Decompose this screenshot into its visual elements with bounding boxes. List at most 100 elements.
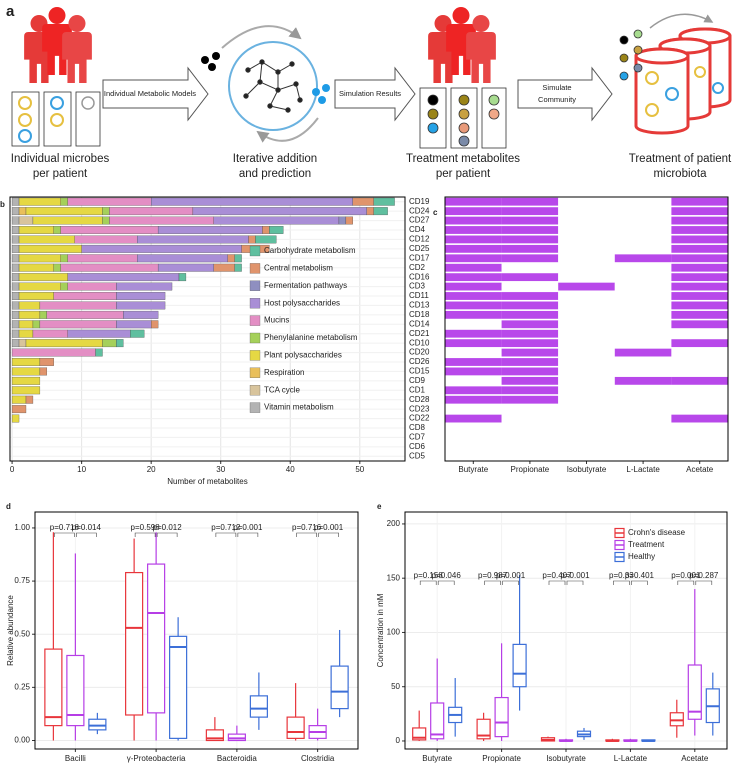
p-value: p=0.407 — [542, 571, 572, 580]
bar-segment — [102, 216, 110, 225]
heatmap-cell — [671, 329, 728, 338]
heatmap-cell — [501, 386, 559, 395]
heatmap-cell — [614, 395, 672, 404]
bar-segment — [74, 235, 138, 244]
legend-key — [249, 298, 261, 309]
comparison-bracket — [215, 532, 237, 537]
bar-segment — [39, 301, 117, 310]
y-tick-label: 0.00 — [14, 736, 30, 745]
heatmap-cell — [445, 452, 502, 461]
heatmap-cell — [614, 367, 672, 376]
row-label: CD23 — [409, 404, 430, 413]
x-tick-label: Bacteroidia — [217, 754, 258, 763]
panel-label: a — [6, 3, 15, 20]
p-value: p=0.401 — [625, 571, 655, 580]
heatmap-cell — [671, 433, 728, 442]
bar-segment — [102, 339, 117, 348]
x-tick-label: Propionate — [482, 754, 521, 763]
bar-segment — [18, 235, 75, 244]
plot-frame — [404, 511, 728, 750]
heatmap-cell — [445, 235, 502, 244]
p-value: p=0.712 — [211, 523, 241, 532]
bar-segment — [18, 207, 27, 216]
plot-frame — [444, 196, 729, 462]
box — [125, 571, 144, 716]
heatmap-cell — [671, 452, 728, 461]
box — [286, 716, 305, 739]
heatmap-cell — [445, 273, 502, 282]
bar-segment — [60, 282, 68, 291]
box — [430, 702, 445, 740]
heatmap-cell — [501, 358, 559, 366]
arrow-label: Individual Metabolic Models — [104, 89, 196, 98]
bar-segment — [18, 292, 54, 300]
bar-segment — [11, 254, 20, 263]
bar-segment — [60, 226, 159, 234]
bar-segment — [192, 207, 367, 216]
heatmap-cell — [558, 424, 615, 432]
bar-segment — [11, 395, 27, 404]
x-tick-label: Bacilli — [65, 754, 86, 763]
x-tick-label: 30 — [216, 465, 225, 474]
caption: microbiota — [653, 168, 707, 180]
box — [330, 665, 349, 710]
p-value: p=0.046 — [432, 571, 462, 580]
panel-label: d — [6, 502, 11, 511]
comparison-bracket — [437, 580, 455, 585]
bar-segment — [11, 207, 20, 216]
p-value: p=0.001 — [671, 571, 701, 580]
row-label: CD16 — [409, 272, 430, 281]
heatmap-cell — [614, 226, 672, 234]
x-tick-label: Isobutyrate — [546, 754, 586, 763]
bar-segment — [18, 216, 34, 225]
comparison-bracket — [631, 580, 648, 585]
bar-segment — [11, 216, 20, 225]
row-label: CD4 — [409, 225, 426, 234]
heatmap-cell — [501, 235, 559, 244]
heatmap-cell — [445, 339, 502, 348]
comparison-bracket — [419, 580, 437, 585]
bar-segment — [234, 254, 242, 263]
x-tick-label: 40 — [286, 465, 295, 474]
bar-segment — [11, 376, 41, 385]
bar-segment — [39, 367, 48, 376]
bar-segment — [32, 329, 68, 338]
column-label: Propionate — [511, 465, 550, 474]
community-arrow — [649, 13, 714, 29]
heatmap-cell — [614, 310, 672, 319]
legend-label: Vitamin metabolism — [264, 403, 334, 412]
bar-segment — [338, 216, 347, 225]
heatmap-cell — [558, 414, 615, 423]
p-value: p=0.158 — [414, 571, 444, 580]
bar-segment — [151, 197, 353, 206]
comparison-bracket — [134, 532, 156, 537]
bar-segment — [11, 414, 20, 423]
heatmap-cell — [671, 254, 728, 263]
row-label: CD2 — [409, 263, 426, 272]
x-tick-label: L-Lactate — [614, 754, 648, 763]
bar-segment — [234, 263, 242, 272]
y-tick-label: 0.50 — [14, 629, 30, 638]
heatmap-cell — [614, 320, 672, 329]
bar-segment — [60, 197, 68, 206]
workflow-diagram: a Individual Metabolic Models Simulation… — [6, 3, 732, 180]
bar-segment — [18, 310, 41, 319]
heatmap-cell — [558, 263, 615, 272]
legend-label: Phenylalanine metabolism — [264, 333, 358, 342]
heatmap-cell — [445, 310, 502, 319]
p-value: p=0.014 — [72, 523, 102, 532]
bar-segment — [248, 235, 256, 244]
heatmap-cell — [501, 405, 559, 414]
bar-segment — [18, 301, 41, 310]
row-label: CD1 — [409, 385, 426, 394]
bar-segment — [109, 216, 214, 225]
arrow — [517, 66, 613, 122]
heatmap-cell — [501, 367, 559, 376]
bar-segment — [67, 329, 131, 338]
heatmap-cell — [671, 386, 728, 395]
legend-key — [249, 402, 261, 413]
x-tick-label: 50 — [355, 465, 364, 474]
heatmap-cell — [501, 254, 559, 263]
arrow-label: Simulate — [542, 83, 571, 92]
